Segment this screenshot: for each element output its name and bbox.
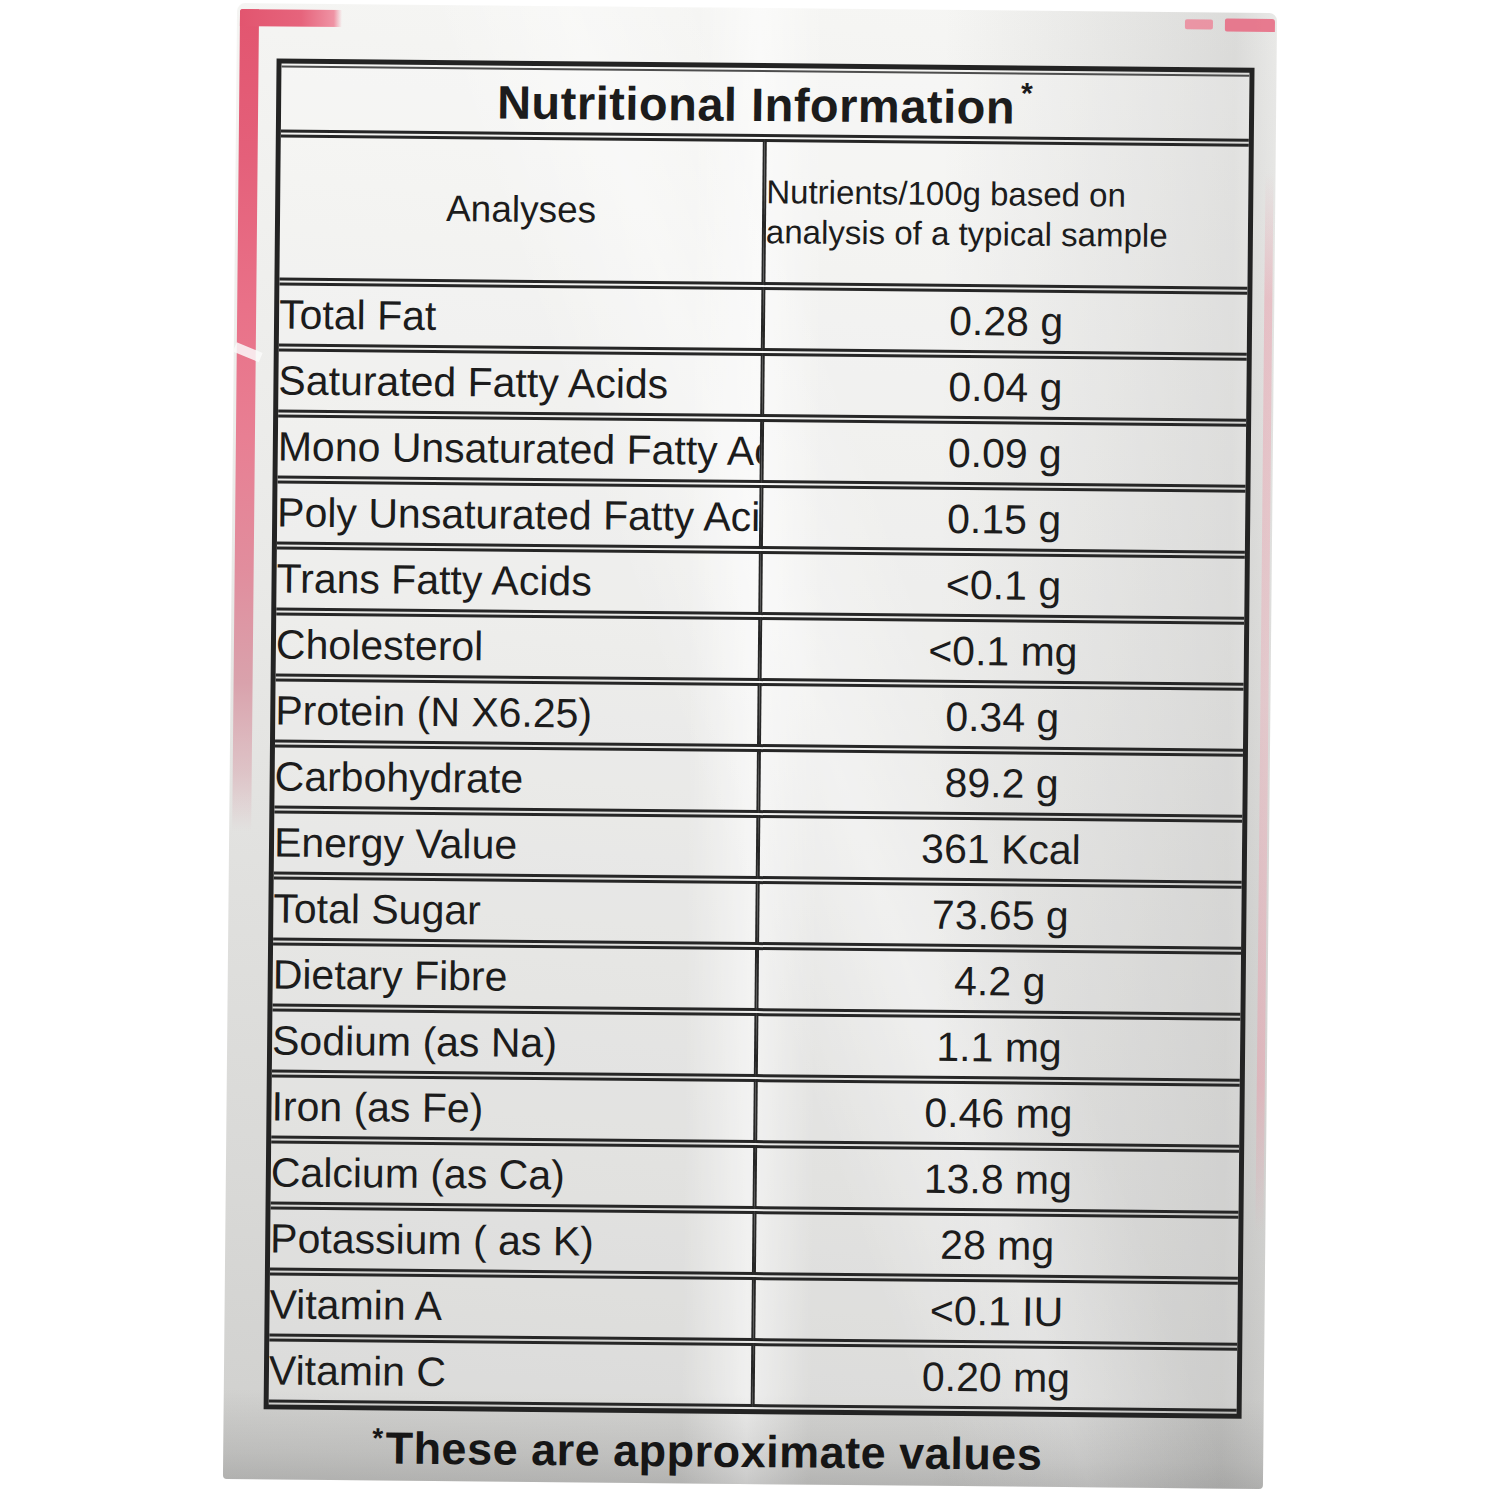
- nutrient-label: Sodium (as Na): [272, 1008, 757, 1077]
- nutrient-label: Iron (as Fe): [271, 1074, 756, 1143]
- nutrient-value: 0.09 g: [762, 419, 1247, 488]
- nutrient-value: 0.15 g: [761, 485, 1246, 554]
- nutrient-value: <0.1 mg: [760, 617, 1245, 686]
- nutrient-label: Poly Unsaturated Fatty Acids: [277, 480, 762, 549]
- nutrient-value: 13.8 mg: [755, 1145, 1240, 1214]
- table-row: Poly Unsaturated Fatty Acids 0.15 g: [277, 480, 1246, 553]
- pink-accent-band-topleft: [240, 9, 342, 27]
- column-header-analyses: Analyses: [279, 134, 764, 285]
- nutrient-label: Cholesterol: [276, 612, 761, 681]
- nutrient-label: Total Sugar: [273, 876, 758, 945]
- footnote: *These are approximate values: [218, 1421, 1196, 1482]
- nutrient-value: 361 Kcal: [758, 815, 1243, 884]
- nutrient-label: Trans Fatty Acids: [276, 546, 761, 615]
- package-surface: Nutritional Information* Analyses Nutrie…: [223, 3, 1277, 1489]
- nutrient-label: Energy Value: [274, 810, 759, 879]
- table-row: Protein (N X6.25) 0.34 g: [275, 678, 1244, 751]
- table-row: Dietary Fibre 4.2 g: [272, 942, 1241, 1015]
- nutrient-value: <0.1 IU: [753, 1277, 1238, 1346]
- footnote-text: These are approximate values: [385, 1423, 1042, 1480]
- table-row: Total Fat 0.28 g: [279, 282, 1248, 355]
- table-row: Total Sugar 73.65 g: [273, 876, 1242, 949]
- nutrient-label: Potassium ( as K): [270, 1206, 755, 1275]
- column-header-nutrients: Nutrients/100g based on analysis of a ty…: [763, 139, 1248, 290]
- table-row: Vitamin A <0.1 IU: [269, 1272, 1238, 1345]
- nutrient-label: Total Fat: [279, 282, 764, 351]
- nutrient-value: 0.34 g: [759, 683, 1244, 752]
- nutrient-value: <0.1 g: [760, 551, 1245, 620]
- nutrient-value: 89.2 g: [758, 749, 1243, 818]
- title-asterisk: *: [1015, 77, 1034, 110]
- pink-accent-dash-large: [1225, 19, 1275, 32]
- table-row: Cholesterol <0.1 mg: [276, 612, 1245, 685]
- nutrient-value: 0.28 g: [763, 287, 1248, 356]
- table-body: Total Fat 0.28 g Saturated Fatty Acids 0…: [269, 282, 1248, 1411]
- table-row: Iron (as Fe) 0.46 mg: [271, 1074, 1240, 1147]
- nutrient-value: 28 mg: [754, 1211, 1239, 1280]
- table-row: Sodium (as Na) 1.1 mg: [272, 1008, 1241, 1081]
- table-title-text: Nutritional Information: [497, 76, 1016, 134]
- nutrient-value: 1.1 mg: [756, 1013, 1241, 1082]
- column-header-row: Analyses Nutrients/100g based on analysi…: [279, 134, 1248, 289]
- nutrient-label: Saturated Fatty Acids: [278, 348, 763, 417]
- table-row: Trans Fatty Acids <0.1 g: [276, 546, 1245, 619]
- photo-canvas: Nutritional Information* Analyses Nutrie…: [0, 0, 1500, 1500]
- nutrient-value: 0.04 g: [762, 353, 1247, 422]
- table-row: Calcium (as Ca) 13.8 mg: [271, 1140, 1240, 1213]
- table-row: Potassium ( as K) 28 mg: [270, 1206, 1239, 1279]
- table-title: Nutritional Information*: [281, 65, 1250, 141]
- table-row: Carbohydrate 89.2 g: [274, 744, 1243, 817]
- nutrient-label: Carbohydrate: [274, 744, 759, 813]
- table-row: Saturated Fatty Acids 0.04 g: [278, 348, 1247, 421]
- nutrient-value: 0.46 mg: [755, 1079, 1240, 1148]
- table-row: Vitamin C 0.20 mg: [269, 1338, 1238, 1411]
- nutrient-value: 4.2 g: [756, 947, 1241, 1016]
- footnote-asterisk: *: [372, 1422, 386, 1453]
- pink-accent-dash-small: [1185, 19, 1213, 29]
- nutrient-label: Vitamin A: [269, 1272, 754, 1341]
- nutrient-label: Mono Unsaturated Fatty Acids: [278, 414, 763, 483]
- nutrient-label: Dietary Fibre: [272, 942, 757, 1011]
- nutrition-table: Nutritional Information* Analyses Nutrie…: [264, 58, 1255, 1418]
- nutrient-label: Vitamin C: [269, 1338, 754, 1407]
- table-row: Mono Unsaturated Fatty Acids 0.09 g: [278, 414, 1247, 487]
- nutrient-value: 0.20 mg: [753, 1343, 1238, 1412]
- table-title-row: Nutritional Information*: [281, 65, 1250, 141]
- nutrient-value: 73.65 g: [757, 881, 1242, 950]
- nutrient-label: Calcium (as Ca): [271, 1140, 756, 1209]
- nutrient-label: Protein (N X6.25): [275, 678, 760, 747]
- table-row: Energy Value 361 Kcal: [274, 810, 1243, 883]
